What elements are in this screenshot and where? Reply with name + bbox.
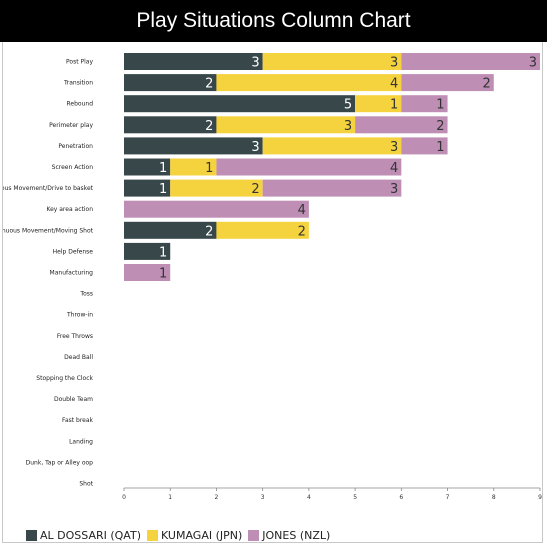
category-label: Rebound <box>67 101 94 108</box>
category-label: Screen Action <box>52 164 94 171</box>
data-label: 3 <box>251 140 259 155</box>
x-tick-label: 3 <box>261 494 265 501</box>
bar-segment <box>124 53 263 70</box>
data-label: 3 <box>529 56 537 71</box>
legend-label: AL DOSSARI (QAT) <box>40 528 141 542</box>
bar-segment <box>262 137 402 155</box>
category-label: Landing <box>69 438 93 445</box>
bar-segment <box>355 116 448 134</box>
data-label: 3 <box>251 56 259 71</box>
bar-segment <box>216 158 402 176</box>
category-label: Dead Ball <box>64 354 93 361</box>
data-label: 2 <box>205 77 213 92</box>
bar-segment <box>124 200 309 218</box>
category-label: Double Team <box>54 396 93 403</box>
data-label: 2 <box>205 119 213 134</box>
bar-segment <box>124 242 171 260</box>
bar-segment <box>355 95 402 113</box>
bar-segment <box>124 179 171 197</box>
x-tick-label: 0 <box>122 494 126 501</box>
category-label: Transition <box>63 80 93 87</box>
chart-title: Play Situations Column Chart <box>0 0 547 42</box>
bar-segment <box>401 74 494 92</box>
bar-segment <box>170 158 217 176</box>
category-label: Shot <box>79 481 93 488</box>
legend-item: JONES (NZL) <box>248 529 330 542</box>
x-tick-label: 1 <box>168 494 172 501</box>
category-label: Key area action <box>46 206 93 213</box>
data-label: 1 <box>159 182 167 197</box>
category-label: Post Play <box>66 59 93 66</box>
legend-item: KUMAGAI (JPN) <box>147 529 242 542</box>
category-label: Dunk, Tap or Alley oop <box>26 459 94 466</box>
category-label: Perimeter play <box>49 122 93 129</box>
category-label: Toss <box>79 291 93 298</box>
legend-item: AL DOSSARI (QAT) <box>26 529 141 542</box>
data-label: 1 <box>436 98 444 113</box>
x-tick-label: 4 <box>307 494 311 501</box>
data-label: 1 <box>390 98 398 113</box>
data-label: 3 <box>390 56 398 71</box>
x-tick-label: 6 <box>399 494 403 501</box>
x-tick-label: 8 <box>492 494 496 501</box>
category-label: Continuous Movement/Moving Shot <box>3 227 94 234</box>
data-label: 1 <box>159 267 167 282</box>
category-label: Penetration <box>58 143 93 150</box>
data-label: 1 <box>436 140 444 155</box>
bar-segment <box>216 116 356 134</box>
chart-frame: Post Play 3 3 3 Transition 2 4 2 Rebound 5 1 1 Perim… <box>2 42 543 543</box>
data-label: 2 <box>482 77 490 92</box>
chart-legend: AL DOSSARI (QAT) KUMAGAI (JPN) JONES (NZL) <box>26 526 336 544</box>
bar-segment <box>124 137 263 155</box>
category-label: Fast break <box>62 417 93 424</box>
bar-segment <box>124 221 217 239</box>
category-label: Stopping the Clock <box>36 375 93 382</box>
data-label: 1 <box>159 161 167 176</box>
bar-segment <box>124 95 356 113</box>
category-label: Free Throws <box>57 333 93 340</box>
bar-segment <box>124 158 171 176</box>
category-label: Manufacturing <box>50 270 94 277</box>
bar-segment <box>401 53 540 70</box>
data-label: 1 <box>205 161 213 176</box>
legend-label: JONES (NZL) <box>262 528 331 542</box>
data-label: 2 <box>298 224 306 239</box>
bar-segment <box>124 264 171 281</box>
bar-segment <box>401 137 448 155</box>
legend-swatch <box>26 529 37 541</box>
data-label: 5 <box>344 98 352 113</box>
bar-segment <box>401 95 448 113</box>
data-label: 3 <box>344 119 352 134</box>
x-tick-label: 9 <box>538 494 542 501</box>
bar-segment <box>216 74 402 92</box>
legend-swatch <box>248 529 260 541</box>
x-tick-label: 5 <box>353 494 357 501</box>
bar-segment <box>170 179 263 197</box>
legend-label: KUMAGAI (JPN) <box>161 528 243 542</box>
category-label: Help Defense <box>53 248 94 255</box>
data-label: 3 <box>390 140 398 155</box>
bar-segment <box>124 74 217 92</box>
chart-plot: Post Play 3 3 3 Transition 2 4 2 Rebound 5 1 1 Perim… <box>3 53 542 501</box>
data-label: 2 <box>436 119 444 134</box>
x-tick-label: 2 <box>215 494 219 501</box>
category-label: Continuous Movement/Drive to basket <box>3 185 94 192</box>
bar-segment <box>262 53 402 70</box>
data-label: 4 <box>298 203 306 218</box>
legend-swatch <box>147 529 158 541</box>
data-label: 1 <box>159 245 167 260</box>
data-label: 3 <box>390 182 398 197</box>
category-label: Throw-in <box>66 312 93 319</box>
data-label: 4 <box>390 77 398 92</box>
bar-segment <box>216 221 309 239</box>
data-label: 2 <box>205 224 213 239</box>
bar-segment <box>124 116 217 134</box>
bar-segment <box>262 179 402 197</box>
data-label: 2 <box>251 182 259 197</box>
x-tick-label: 7 <box>446 494 450 501</box>
data-label: 4 <box>390 161 398 176</box>
